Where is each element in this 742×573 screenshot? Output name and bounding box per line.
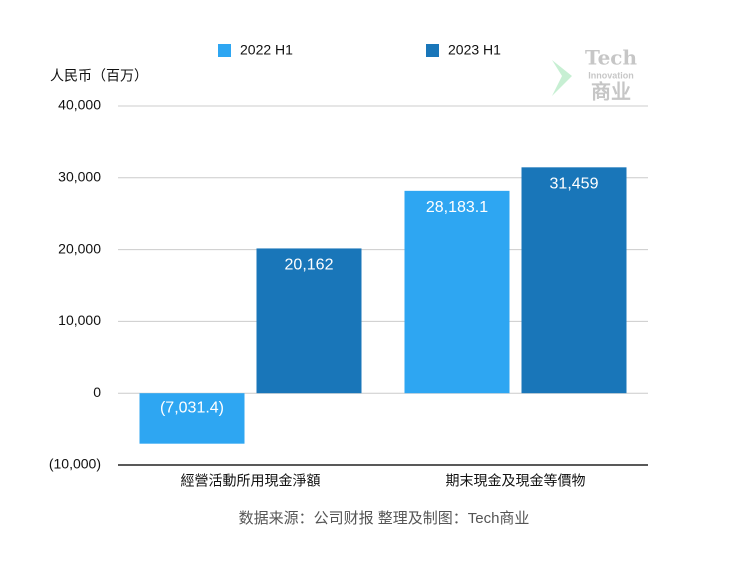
y-tick-label: 10,000 — [58, 312, 101, 328]
y-tick-label: (10,000) — [49, 456, 101, 472]
legend-label: 2023 H1 — [448, 42, 501, 58]
watermark-text: 商业 — [591, 79, 631, 103]
y-tick-label: 30,000 — [58, 169, 101, 185]
bar — [404, 190, 510, 394]
y-tick-label: 20,000 — [58, 240, 101, 256]
watermark-icon — [552, 60, 572, 96]
y-tick-label: 40,000 — [58, 97, 101, 113]
legend-swatch — [426, 44, 439, 57]
watermark-text: Innovation — [588, 70, 634, 80]
legend-swatch — [218, 44, 231, 57]
y-tick-label: 0 — [93, 384, 101, 400]
data-label: 28,183.1 — [426, 199, 488, 216]
watermark-text: Tech — [585, 46, 637, 70]
bar — [139, 393, 245, 444]
source: 数据来源：公司财报 整理及制图：Tech商业 — [239, 510, 530, 527]
watermark: Tech Innovation 商业 — [552, 46, 637, 103]
bar — [256, 248, 362, 394]
data-label: (7,031.4) — [160, 399, 224, 416]
data-label: 31,459 — [550, 176, 599, 193]
x-tick-label: 期末現金及現金等價物 — [446, 473, 586, 489]
data-label: 20,162 — [285, 257, 334, 274]
y-axis-label: 人民币（百万） — [50, 68, 148, 84]
x-tick-label: 經營活動所用現金淨額 — [181, 473, 321, 489]
bar — [521, 167, 627, 394]
legend-label: 2022 H1 — [240, 42, 293, 58]
